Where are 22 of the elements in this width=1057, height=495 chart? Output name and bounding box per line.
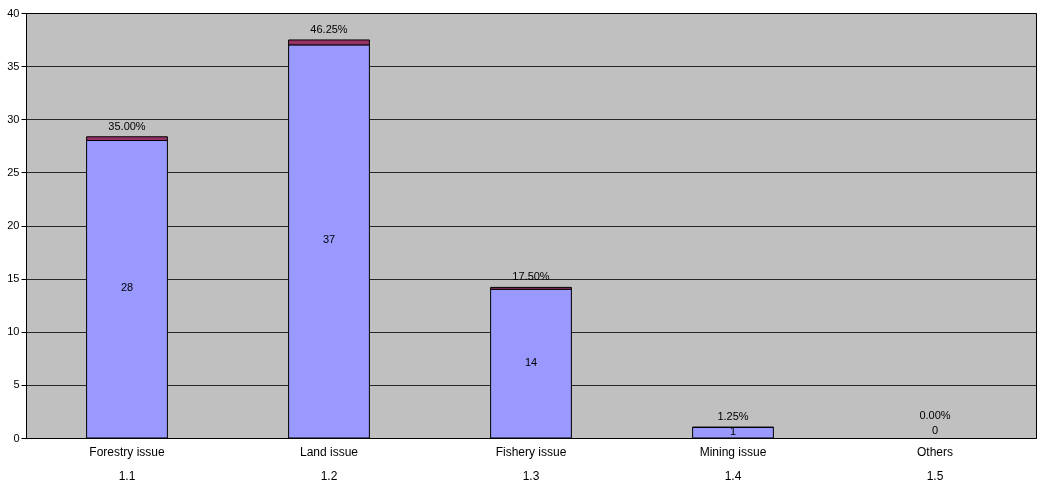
y-tick-label: 25 (7, 165, 20, 178)
data-label: 1.25% (717, 410, 749, 423)
x-tick-label: Mining issue 1.4 (699, 444, 767, 483)
data-label: 35.00% (108, 119, 146, 132)
data-label: 14 (524, 355, 538, 368)
y-tick-label: 0 (13, 431, 20, 444)
data-label: 0 (931, 424, 939, 436)
data-label: 46.25% (310, 22, 348, 35)
x-tick-label: Land issue 1.2 (299, 444, 359, 483)
x-tick-label: Others 1.5 (916, 444, 954, 483)
y-tick-label: 20 (7, 219, 20, 231)
data-label: 28 (120, 281, 134, 294)
y-tick-label: 35 (7, 59, 20, 72)
x-tick-label: Forestry issue 1.1 (89, 444, 165, 483)
y-tick-label: 30 (7, 112, 20, 125)
y-tick-label: 40 (7, 6, 20, 19)
data-label: 0.00% (919, 409, 951, 421)
data-label: 37 (322, 233, 336, 246)
y-tick-label: 10 (7, 325, 20, 338)
y-tick-label: 15 (7, 272, 20, 285)
x-tick-label: Fishery issue 1.3 (495, 444, 567, 483)
y-tick-label: 5 (13, 378, 20, 391)
